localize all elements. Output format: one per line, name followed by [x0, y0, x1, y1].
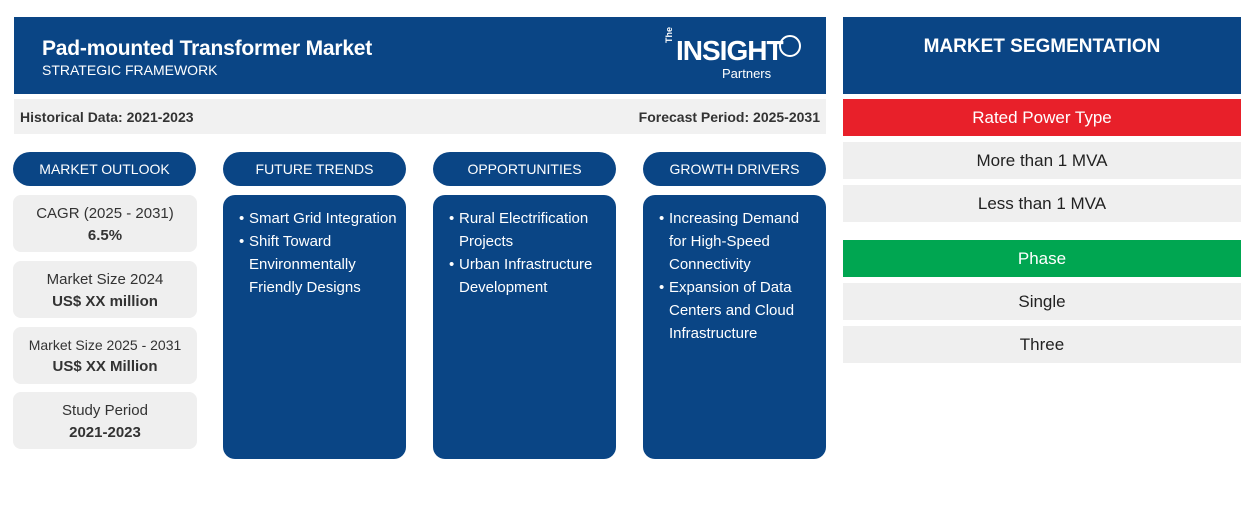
stat-value: 2021-2023: [69, 424, 141, 441]
study-period-card: Study Period 2021-2023: [13, 392, 197, 449]
logo-insight: INSIGHT: [676, 35, 784, 66]
opportunities-box: Rural Electrification Projects Urban Inf…: [433, 195, 616, 459]
logo-partners: Partners: [722, 66, 772, 81]
logo-ring-icon: [779, 35, 801, 57]
list-item: Urban Infrastructure Development: [449, 253, 608, 299]
segment-category-phase: Phase: [843, 240, 1241, 277]
stat-label: Market Size 2024: [46, 271, 164, 288]
segment-item: Less than 1 MVA: [843, 185, 1241, 222]
segment-item: More than 1 MVA: [843, 142, 1241, 179]
future-trends-header: FUTURE TRENDS: [223, 152, 406, 186]
stat-label: CAGR (2025 - 2031): [36, 205, 174, 222]
market-size-2024-card: Market Size 2024 US$ XX million: [13, 261, 197, 318]
page-title: Pad-mounted Transformer Market: [42, 37, 373, 60]
opportunities-header: OPPORTUNITIES: [433, 152, 616, 186]
future-trends-box: Smart Grid Integration Shift Toward Envi…: [223, 195, 406, 459]
period-bar: Historical Data: 2021-2023 Forecast Peri…: [14, 99, 826, 134]
growth-drivers-header: GROWTH DRIVERS: [643, 152, 826, 186]
list-item: Rural Electrification Projects: [449, 207, 608, 253]
stat-value: US$ XX Million: [52, 358, 158, 375]
insight-partners-logo: The INSIGHT Partners: [664, 27, 804, 83]
framework-header: Pad-mounted Transformer Market STRATEGIC…: [14, 17, 826, 94]
stat-value: US$ XX million: [52, 293, 158, 310]
forecast-period: Forecast Period: 2025-2031: [638, 109, 820, 125]
market-size-forecast-card: Market Size 2025 - 2031 US$ XX Million: [13, 327, 197, 384]
historical-data: Historical Data: 2021-2023: [20, 109, 194, 125]
list-item: Increasing Demand for High-Speed Connect…: [659, 207, 818, 276]
segment-category-rated-power: Rated Power Type: [843, 99, 1241, 136]
stat-value: 6.5%: [87, 227, 123, 244]
cagr-card: CAGR (2025 - 2031) 6.5%: [13, 195, 197, 252]
list-item: Smart Grid Integration: [239, 207, 398, 230]
segment-item: Three: [843, 326, 1241, 363]
growth-drivers-box: Increasing Demand for High-Speed Connect…: [643, 195, 826, 459]
segment-item: Single: [843, 283, 1241, 320]
stat-label: Study Period: [62, 402, 148, 419]
stat-label: Market Size 2025 - 2031: [28, 337, 182, 353]
market-outlook-header: MARKET OUTLOOK: [13, 152, 196, 186]
page-subtitle: STRATEGIC FRAMEWORK: [42, 62, 218, 78]
segmentation-title: MARKET SEGMENTATION: [843, 17, 1241, 94]
list-item: Shift Toward Environmentally Friendly De…: [239, 230, 398, 299]
list-item: Expansion of Data Centers and Cloud Infr…: [659, 276, 818, 345]
logo-the: The: [664, 26, 674, 43]
